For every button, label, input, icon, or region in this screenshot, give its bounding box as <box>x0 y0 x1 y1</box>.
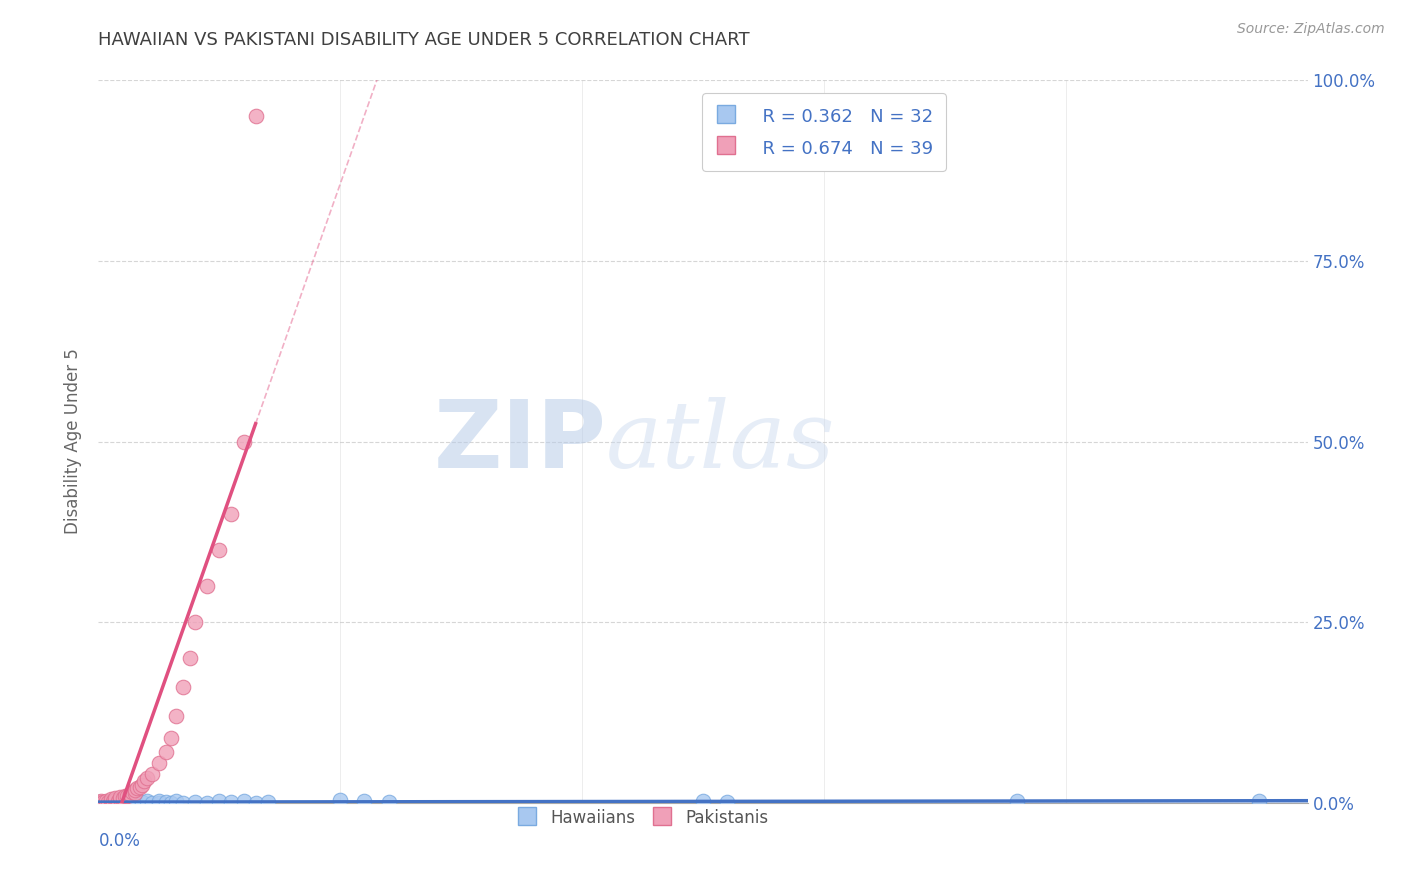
Point <box>148 796 170 810</box>
Point <box>90 794 112 808</box>
Point <box>111 796 134 810</box>
Text: atlas: atlas <box>606 397 835 486</box>
Point <box>195 796 218 810</box>
Point <box>1007 794 1029 808</box>
Point <box>155 745 177 759</box>
Point <box>165 709 187 723</box>
Point <box>692 794 714 808</box>
Y-axis label: Disability Age Under 5: Disability Age Under 5 <box>65 349 83 534</box>
Point <box>117 795 139 809</box>
Point <box>134 774 156 789</box>
Point <box>104 791 127 805</box>
Point <box>160 731 183 745</box>
Text: 0.0%: 0.0% <box>98 831 141 850</box>
Point <box>155 795 177 809</box>
Point <box>100 794 122 808</box>
Point <box>221 507 243 521</box>
Point <box>131 795 153 809</box>
Point <box>124 782 146 797</box>
Point <box>232 794 254 808</box>
Legend: Hawaiians, Pakistanis: Hawaiians, Pakistanis <box>510 802 775 834</box>
Point <box>117 789 139 803</box>
Point <box>377 795 399 809</box>
Point <box>94 794 117 808</box>
Point <box>108 795 131 809</box>
Point <box>107 794 129 808</box>
Point <box>716 795 738 809</box>
Point <box>97 795 120 809</box>
Point <box>208 542 231 557</box>
Point <box>135 794 157 808</box>
Point <box>121 785 143 799</box>
Point <box>90 796 112 810</box>
Point <box>94 796 117 810</box>
Point <box>100 794 122 808</box>
Point <box>329 793 352 807</box>
Point <box>135 771 157 785</box>
Point <box>100 792 122 806</box>
Point <box>131 778 153 792</box>
Point <box>160 796 183 810</box>
Point <box>114 789 136 804</box>
Point <box>127 781 149 796</box>
Point <box>91 795 114 809</box>
Point <box>221 795 243 809</box>
Point <box>184 615 207 630</box>
Point <box>172 680 194 694</box>
Text: HAWAIIAN VS PAKISTANI DISABILITY AGE UNDER 5 CORRELATION CHART: HAWAIIAN VS PAKISTANI DISABILITY AGE UND… <box>98 31 749 49</box>
Point <box>141 767 163 781</box>
Point <box>256 795 278 809</box>
Point <box>148 794 170 808</box>
Point <box>111 790 134 805</box>
Point <box>124 786 146 800</box>
Point <box>208 794 231 808</box>
Point <box>165 794 187 808</box>
Point <box>245 110 267 124</box>
Point <box>124 796 146 810</box>
Point <box>172 796 194 810</box>
Point <box>353 794 375 808</box>
Point <box>232 434 254 449</box>
Point <box>195 579 218 593</box>
Point <box>245 796 267 810</box>
Point <box>87 795 110 809</box>
Text: ZIP: ZIP <box>433 395 606 488</box>
Point <box>101 794 124 808</box>
Point <box>148 756 170 770</box>
Point <box>1249 794 1271 808</box>
Point <box>87 795 110 809</box>
Point <box>118 787 141 801</box>
Point <box>141 796 163 810</box>
Text: Source: ZipAtlas.com: Source: ZipAtlas.com <box>1237 22 1385 37</box>
Point <box>179 651 201 665</box>
Point <box>108 792 131 806</box>
Point <box>124 794 146 808</box>
Point <box>128 780 150 794</box>
Point <box>184 795 207 809</box>
Point <box>104 793 127 807</box>
Point <box>108 790 131 805</box>
Point <box>104 796 127 810</box>
